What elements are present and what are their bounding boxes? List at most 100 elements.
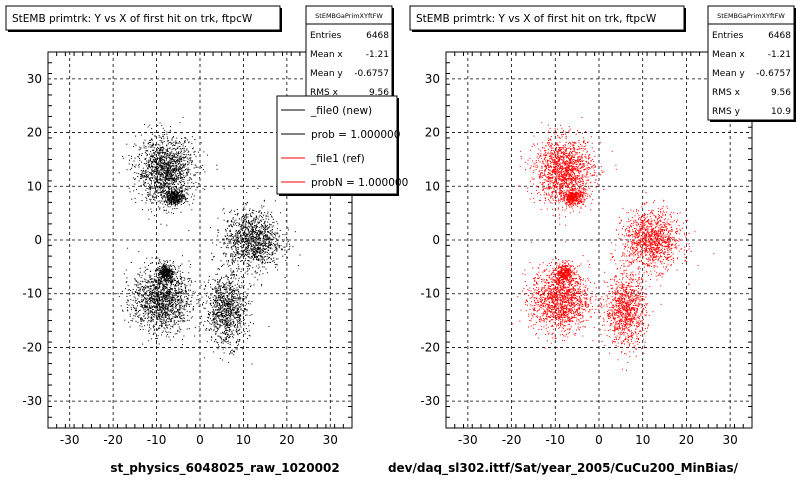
data-point — [237, 252, 239, 254]
data-point — [259, 232, 261, 234]
data-point — [167, 164, 169, 166]
data-point — [167, 279, 169, 281]
data-point — [230, 239, 232, 241]
data-point — [216, 164, 218, 166]
data-point — [148, 281, 150, 283]
data-point — [294, 231, 296, 233]
data-point — [264, 221, 266, 222]
data-point — [169, 300, 171, 302]
data-point — [234, 234, 236, 236]
data-point — [184, 154, 186, 156]
data-point — [257, 256, 258, 258]
data-point — [266, 259, 268, 261]
data-point — [251, 241, 253, 243]
data-point — [169, 288, 171, 290]
data-point — [245, 224, 246, 226]
data-point — [160, 195, 162, 196]
data-point — [157, 267, 159, 268]
data-point — [164, 278, 166, 280]
data-point — [164, 273, 165, 275]
data-point — [174, 265, 175, 267]
data-point — [145, 310, 147, 312]
data-point — [236, 232, 238, 234]
data-point — [263, 241, 265, 243]
data-point — [179, 148, 181, 150]
data-point — [183, 335, 185, 337]
data-point — [254, 254, 256, 256]
data-point — [187, 158, 189, 160]
data-point — [258, 231, 260, 232]
data-point — [166, 289, 168, 291]
data-point — [141, 177, 143, 179]
data-point — [141, 304, 143, 306]
data-point — [113, 323, 115, 325]
data-point — [259, 251, 261, 253]
data-point — [246, 249, 248, 251]
data-point — [167, 179, 169, 181]
data-point — [171, 288, 173, 290]
data-point — [164, 182, 166, 184]
data-point — [244, 203, 246, 205]
data-point — [146, 306, 148, 308]
data-point — [248, 249, 250, 251]
data-point — [161, 319, 163, 320]
data-point — [158, 286, 160, 288]
data-point — [170, 126, 171, 128]
data-point — [270, 258, 272, 260]
data-point — [154, 193, 156, 195]
data-point — [175, 283, 177, 285]
data-point — [157, 282, 159, 284]
data-point — [123, 273, 125, 275]
data-point — [233, 220, 235, 222]
data-point — [161, 161, 163, 163]
data-point — [274, 232, 276, 234]
data-point — [179, 311, 180, 313]
data-point — [164, 279, 166, 281]
data-point — [148, 186, 150, 188]
data-point — [170, 280, 172, 282]
data-point — [181, 176, 183, 178]
data-point — [162, 175, 164, 177]
data-point — [241, 224, 243, 226]
data-point — [268, 227, 270, 229]
data-point — [180, 311, 182, 313]
data-point — [246, 262, 248, 264]
data-point — [148, 274, 150, 276]
data-point — [184, 146, 186, 147]
data-point — [139, 148, 141, 150]
data-point — [271, 243, 272, 245]
data-point — [157, 196, 159, 197]
data-point — [168, 313, 169, 315]
data-point — [159, 153, 161, 155]
data-point — [256, 240, 258, 242]
data-point — [239, 253, 241, 255]
data-point — [170, 202, 172, 204]
data-point — [239, 257, 241, 259]
data-point — [168, 201, 170, 203]
data-point — [157, 159, 158, 161]
data-point — [268, 242, 270, 244]
data-point — [190, 178, 192, 180]
data-point — [157, 190, 159, 192]
data-point — [264, 231, 266, 233]
data-point — [151, 257, 153, 259]
data-point — [151, 156, 153, 158]
data-point — [276, 233, 278, 235]
data-point — [157, 301, 159, 303]
data-point — [151, 202, 153, 204]
data-point — [177, 323, 179, 325]
data-point — [154, 302, 156, 304]
data-point — [167, 206, 169, 208]
data-point — [147, 143, 149, 145]
data-point — [251, 230, 253, 232]
data-point — [225, 230, 227, 232]
data-point — [168, 159, 170, 161]
data-point — [155, 279, 157, 281]
data-point — [161, 137, 162, 139]
data-point — [147, 321, 149, 323]
data-point — [269, 240, 270, 242]
data-point — [140, 147, 142, 149]
data-point — [168, 296, 170, 298]
data-point — [175, 186, 176, 188]
data-point — [149, 324, 151, 326]
